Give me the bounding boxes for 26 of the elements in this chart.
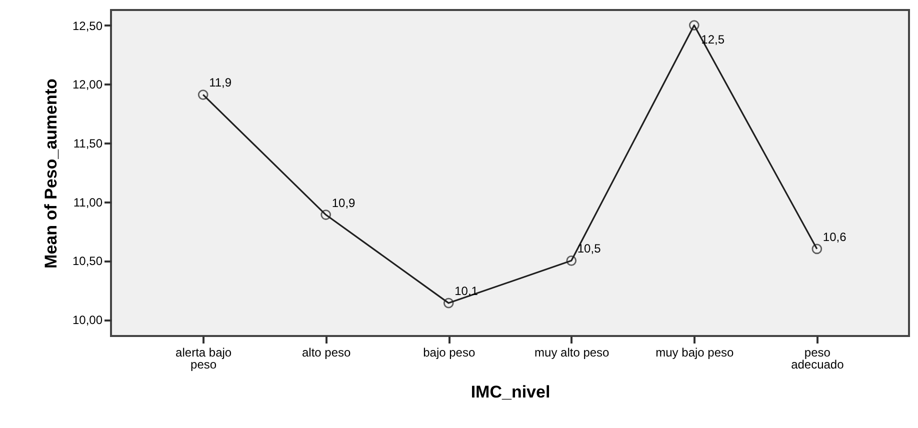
data-label: 10,5 [577, 242, 602, 256]
y-tick-label: 12,50 [72, 18, 103, 33]
y-tick-label: 11,00 [73, 195, 103, 210]
x-tick-label: alerta bajo peso [176, 346, 232, 372]
point [812, 244, 822, 254]
data-label: 12,5 [701, 32, 725, 46]
x-tick-label: bajo peso [423, 346, 476, 360]
x-tick-label: peso adecuado [791, 346, 844, 372]
x-tick-label: muy alto peso [534, 346, 610, 360]
data-label: 10,9 [332, 196, 356, 210]
y-axis-title: Mean of Peso_aumento [41, 78, 60, 268]
x-tick-label: muy bajo peso [656, 346, 734, 360]
y-tick-label: 12,00 [72, 78, 103, 92]
data-label: 10,1 [454, 284, 478, 298]
x-tick-label: alto peso [302, 346, 352, 360]
y-tick-label: 10,50 [72, 254, 103, 268]
y-tick-label: 10,00 [72, 313, 103, 328]
x-axis-title: IMC_nivel [470, 382, 550, 402]
y-tick-label: 11,50 [73, 136, 103, 150]
point [566, 256, 577, 266]
data-label: 10,6 [822, 230, 847, 244]
data-label: 11,9 [209, 76, 232, 90]
point [320, 210, 332, 220]
point [443, 298, 454, 308]
point [688, 20, 700, 30]
point [198, 90, 208, 100]
